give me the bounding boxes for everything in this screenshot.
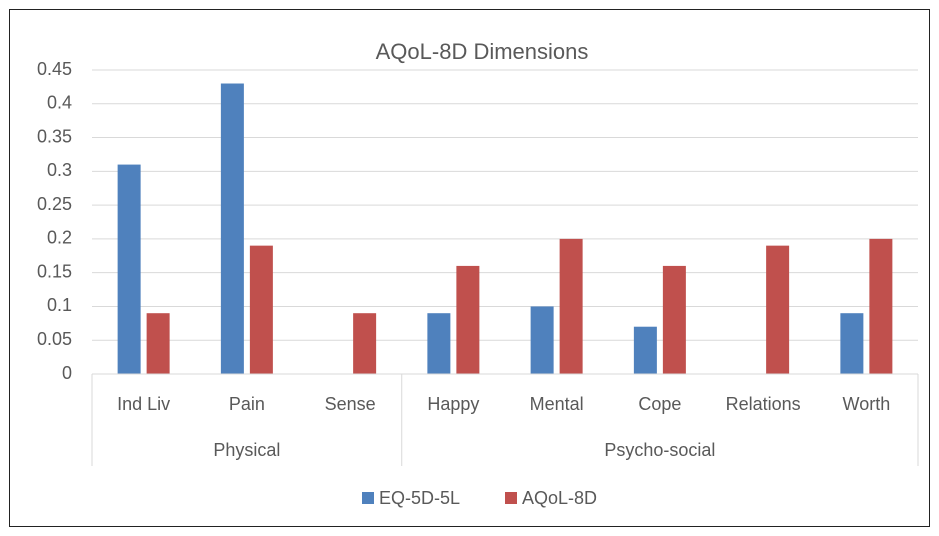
- y-tick-label: 0.25: [37, 194, 72, 214]
- y-tick-label: 0.3: [47, 160, 72, 180]
- x-tick-label: Worth: [843, 394, 891, 414]
- bar: [220, 83, 244, 374]
- bar: [530, 306, 554, 374]
- y-tick-label: 0.1: [47, 295, 72, 315]
- bar: [662, 265, 686, 374]
- y-tick-label: 0.4: [47, 93, 72, 113]
- bar: [146, 313, 170, 374]
- legend-label: EQ-5D-5L: [379, 488, 460, 508]
- y-tick-label: 0.45: [37, 59, 72, 79]
- y-tick-label: 0: [62, 363, 72, 383]
- bar: [117, 164, 141, 374]
- bar: [427, 313, 451, 374]
- bar: [633, 326, 657, 374]
- legend-swatch: [505, 492, 517, 504]
- x-tick-label: Pain: [229, 394, 265, 414]
- y-tick-label: 0.2: [47, 228, 72, 248]
- y-tick-label: 0.05: [37, 329, 72, 349]
- bar: [559, 238, 583, 374]
- y-tick-label: 0.15: [37, 261, 72, 281]
- bar: [456, 265, 480, 374]
- bar: [869, 238, 893, 374]
- group-label: Psycho-social: [604, 440, 715, 460]
- group-label: Physical: [213, 440, 280, 460]
- bar: [249, 245, 273, 374]
- bar: [840, 313, 864, 374]
- x-tick-label: Cope: [638, 394, 681, 414]
- x-tick-label: Happy: [427, 394, 479, 414]
- bar: [353, 313, 377, 374]
- legend-label: AQoL-8D: [522, 488, 597, 508]
- x-tick-label: Relations: [726, 394, 801, 414]
- x-tick-label: Sense: [325, 394, 376, 414]
- bar: [766, 245, 790, 374]
- y-tick-label: 0.35: [37, 126, 72, 146]
- x-tick-label: Mental: [530, 394, 584, 414]
- chart-title: AQoL-8D Dimensions: [376, 39, 589, 64]
- legend-swatch: [362, 492, 374, 504]
- x-tick-label: Ind Liv: [117, 394, 170, 414]
